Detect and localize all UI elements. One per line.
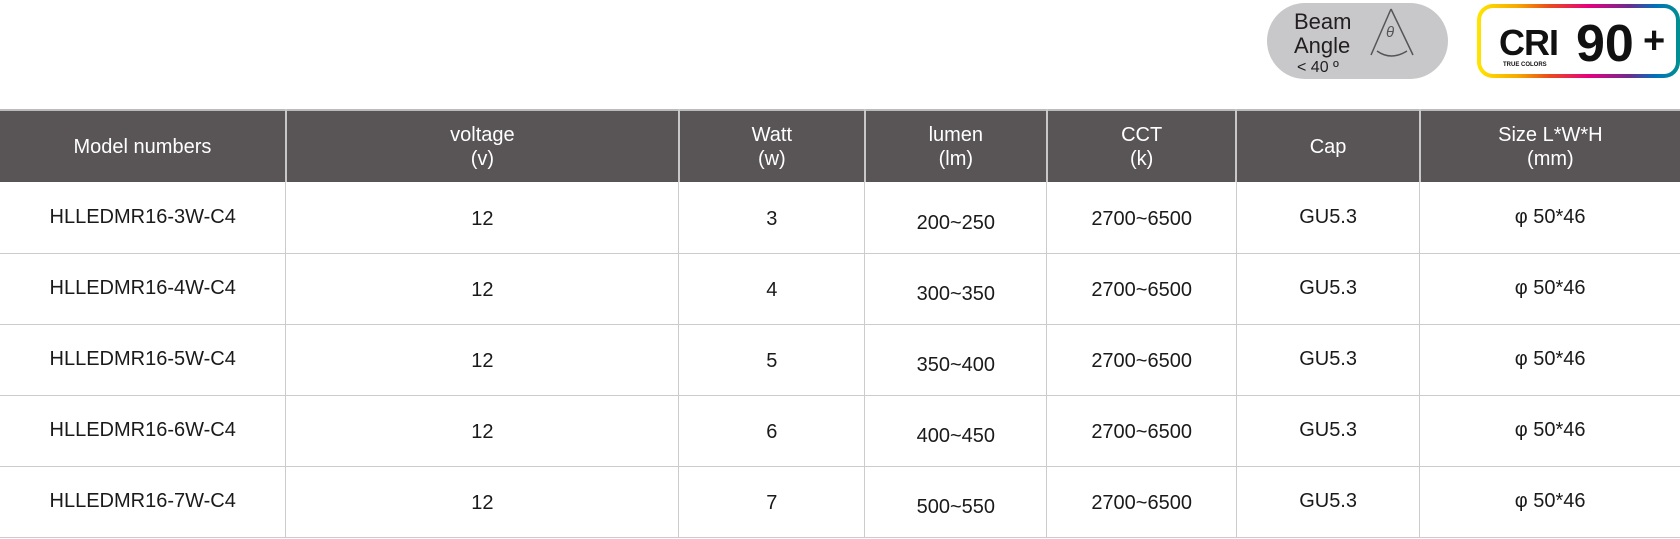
table-cell: 4 [678,253,866,325]
table-cell: 6 [678,395,866,467]
beam-angle-badge: Beam Angle < 40 º θ [1267,3,1448,79]
header-line: (mm) [1527,147,1574,170]
table-cell: 2700~6500 [1046,182,1237,254]
table-cell: 2700~6500 [1046,466,1237,538]
table-cell: 3 [678,182,866,254]
table-cell: HLLEDMR16-6W-C4 [0,395,287,467]
column-header: Watt (w) [678,109,866,182]
header-line: lumen [928,123,984,146]
table-cell: 300~350 [864,253,1048,325]
table-cell: φ 50*46 [1419,324,1680,396]
header-line: Watt [751,123,792,146]
table-cell: 5 [678,324,866,396]
table-cell: HLLEDMR16-3W-C4 [0,182,287,254]
beam-label: Beam [1294,9,1352,34]
header-line: Size L*W*H [1498,123,1603,146]
cri-subtitle: TRUE COLORS [1503,62,1547,68]
table-cell: 2700~6500 [1046,253,1237,325]
table-cell: HLLEDMR16-4W-C4 [0,253,287,325]
beam-angle-value: < 40 º [1297,59,1339,76]
table-cell: 12 [285,253,680,325]
angle-label: Angle [1294,33,1351,58]
table-cell: GU5.3 [1236,395,1421,467]
table-row: HLLEDMR16-4W-C4 12 4 300~350 2700~6500 GU5.3 φ… [0,253,1680,325]
cri-label: CRI [1499,22,1559,63]
table-cell: φ 50*46 [1419,182,1680,254]
table-cell: 12 [285,324,680,396]
column-header: Size L*W*H (mm) [1419,109,1680,182]
header-line: Model numbers [73,135,212,158]
table-cell: 12 [285,395,680,467]
column-header: Model numbers [0,109,287,182]
column-header: Cap [1236,109,1421,182]
table-cell: φ 50*46 [1419,253,1680,325]
cri-plus: + [1643,20,1666,62]
table-cell: HLLEDMR16-5W-C4 [0,324,287,396]
table-cell: 400~450 [864,395,1048,467]
header-line: (w) [757,147,786,170]
cri-badge: CRI 90 + TRUE COLORS [1477,4,1680,78]
beam-cone-icon: θ [1370,8,1414,57]
table-cell: GU5.3 [1236,466,1421,538]
table-cell: 12 [285,466,680,538]
table-cell: 350~400 [864,324,1048,396]
table-cell: 200~250 [864,182,1048,254]
table-cell: GU5.3 [1236,324,1421,396]
cri-value: 90 [1576,15,1634,73]
table-cell: 2700~6500 [1046,324,1237,396]
theta-symbol: θ [1386,24,1394,41]
table-cell: 12 [285,182,680,254]
spec-table: Model numbers voltage (v) Watt (w) lumen (lm) C… [0,109,1680,538]
table-cell: 7 [678,466,866,538]
table-row: HLLEDMR16-5W-C4 12 5 350~400 2700~6500 GU5.3 φ… [0,324,1680,396]
header-line: (k) [1129,147,1154,170]
table-header-row: Model numbers voltage (v) Watt (w) lumen (lm) C… [0,109,1680,182]
header-line: Cap [1309,135,1347,158]
table-cell: φ 50*46 [1419,466,1680,538]
table-cell: GU5.3 [1236,182,1421,254]
column-header: lumen (lm) [864,109,1048,182]
header-line: (v) [470,147,495,170]
table-cell: 2700~6500 [1046,395,1237,467]
header-line: (lm) [938,147,974,170]
table-row: HLLEDMR16-7W-C4 12 7 500~550 2700~6500 GU5.3 φ… [0,466,1680,538]
header-line: CCT [1121,123,1163,146]
table-cell: GU5.3 [1236,253,1421,325]
header-line: voltage [450,123,515,146]
table-cell: 500~550 [864,466,1048,538]
column-header: CCT (k) [1046,109,1238,182]
table-row: HLLEDMR16-3W-C4 12 3 200~250 2700~6500 GU5.3 φ… [0,182,1680,254]
table-cell: φ 50*46 [1419,395,1680,467]
table-row: HLLEDMR16-6W-C4 12 6 400~450 2700~6500 GU5.3 φ… [0,395,1680,467]
table-cell: HLLEDMR16-7W-C4 [0,466,287,538]
column-header: voltage (v) [285,109,680,182]
